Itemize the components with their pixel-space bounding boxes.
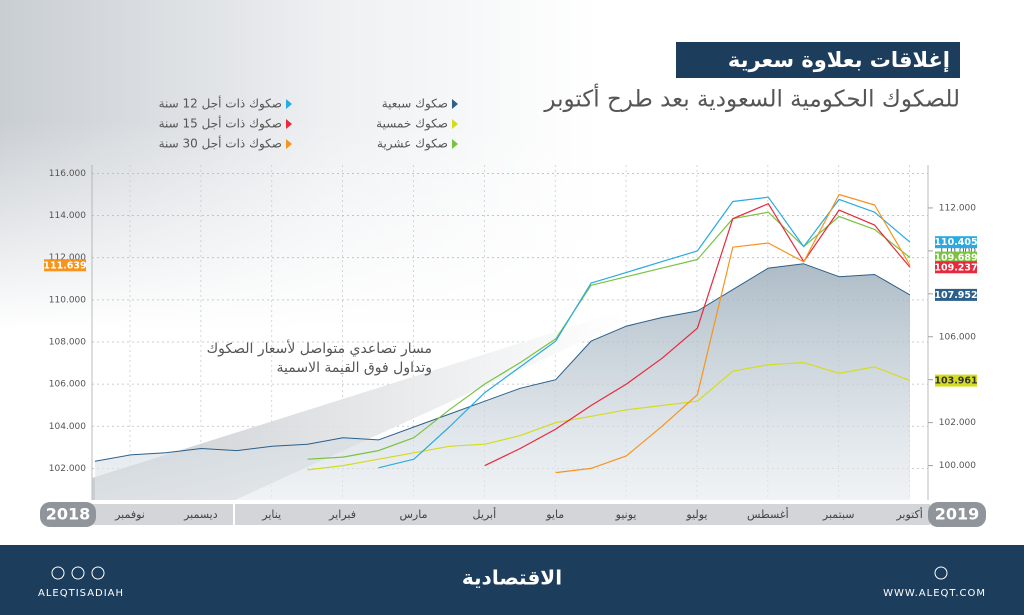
value-label: 111.639 (43, 260, 86, 271)
social-icon (51, 566, 65, 580)
legend-label: صكوك ذات أجل 15 سنة (159, 116, 282, 132)
x-tick-label: أبريل (473, 507, 497, 521)
year-label: 2019 (935, 505, 980, 524)
y-tick-label: 108.000 (49, 337, 86, 347)
footer-social: ALEQTISADIAH (38, 588, 124, 599)
y-tick-label: 114.000 (49, 211, 86, 221)
background-fade (0, 120, 600, 330)
legend-marker (452, 119, 458, 129)
annotation: وتداول فوق القيمة الاسمية (277, 360, 432, 376)
value-label: 110.405 (934, 237, 977, 248)
y-tick-label: 112.000 (49, 253, 86, 263)
annotation: مسار تصاعدي متواصل لأسعار الصكوك (207, 339, 432, 357)
legend-marker (452, 139, 458, 149)
x-axis-bar (92, 504, 930, 525)
x-tick-label: يناير (261, 508, 281, 521)
year-box (40, 502, 96, 527)
y-tick-label: 102.000 (49, 464, 86, 474)
y2-tick-label: 106.000 (939, 332, 976, 342)
chart-title: إغلاقات بعلاوة سعرية (728, 48, 950, 72)
plot-area: 102.000 104.000 106.000 108.000 110.000 112.0… (43, 165, 978, 500)
legend-label: صكوك ذات أجل 30 سنة (159, 136, 282, 152)
legend-marker (286, 99, 292, 109)
value-label: 107.952 (934, 290, 977, 301)
y-tick-label: 104.000 (49, 422, 86, 432)
year-box (928, 502, 986, 527)
value-label-box (935, 374, 977, 387)
series-line (94, 263, 911, 462)
title-box (676, 42, 960, 78)
series-line (555, 193, 911, 474)
x-tick-label: مارس (399, 508, 427, 521)
y2-tick-label: 112.000 (939, 203, 976, 213)
series-line (378, 196, 911, 469)
x-tick-label: ديسمبر (183, 508, 218, 521)
social-icon (91, 566, 105, 580)
series-line (307, 362, 911, 471)
value-label: 103.961 (934, 376, 977, 387)
y2-tick-label: 102.000 (939, 418, 976, 428)
y-tick-label: 106.000 (49, 380, 86, 390)
series-area (95, 263, 910, 500)
y-tick-label: 116.000 (49, 169, 86, 179)
x-tick-label: أغسطس (747, 507, 789, 521)
x-tick-label: فبراير (328, 508, 356, 521)
legend-marker (286, 119, 292, 129)
footer-brand: الاقتصادية (462, 566, 562, 590)
legend-label: صكوك خمسية (376, 117, 448, 132)
x-tick-label: يوليو (685, 508, 707, 521)
footer-website: WWW.ALEQT.COM (883, 588, 986, 599)
y-tick-label: 110.000 (49, 295, 86, 305)
x-tick-label: يونيو (615, 508, 637, 521)
year-label: 2018 (46, 505, 91, 524)
chart-subtitle: للصكوك الحكومية السعودية بعد طرح أكتوبر (543, 84, 960, 113)
legend-marker (286, 139, 292, 149)
series-line (307, 211, 911, 460)
y2-tick-label: 100.000 (939, 461, 976, 471)
value-label: 109.689 (934, 253, 977, 264)
series-line (484, 203, 911, 467)
x-tick-label: أكتوبر (895, 507, 922, 521)
year-divider (233, 502, 235, 526)
value-label-box (44, 259, 86, 272)
value-label-box (935, 251, 977, 264)
legend-label: صكوك ذات أجل 12 سنة (159, 96, 282, 112)
web-icon (934, 566, 948, 580)
legend-label: صكوك سبعية (382, 97, 448, 112)
legend-marker (452, 99, 458, 109)
social-icon (71, 566, 85, 580)
y2-tick-label: 110.000 (939, 246, 976, 256)
x-tick-label: مايو (545, 508, 564, 521)
legend-label: صكوك عشرية (377, 137, 448, 152)
value-label: 109.237 (934, 262, 977, 273)
value-label-box (935, 261, 977, 274)
value-label-box (935, 288, 977, 301)
x-tick-label: سبتمبر (822, 508, 855, 521)
footer (0, 545, 1024, 615)
x-tick-label: نوفمبر (114, 508, 145, 521)
value-label-box (935, 236, 977, 249)
